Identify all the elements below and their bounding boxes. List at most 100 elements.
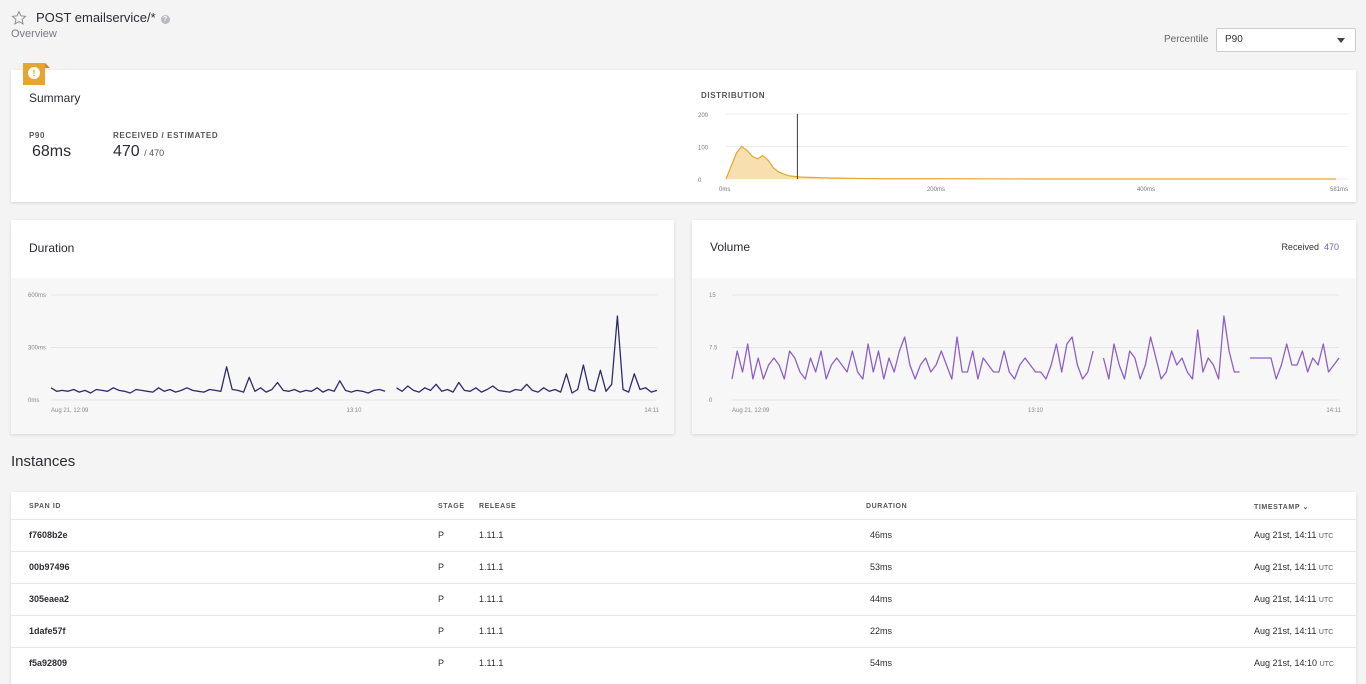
column-header-stage[interactable]: Stage (438, 503, 465, 510)
timestamp-cell: Aug 21st, 14:11 UTC (1254, 594, 1333, 604)
volume-title: Volume (710, 240, 751, 254)
table-row[interactable]: 00b97496 P 1.11.1 53ms Aug 21st, 14:11 U… (11, 551, 1356, 583)
y-tick-label: 100 (698, 146, 709, 152)
timestamp-cell: Aug 21st, 14:11 UTC (1254, 626, 1333, 636)
timestamp-value: Aug 21st, 14:10 (1254, 658, 1318, 668)
stage-cell: P (438, 594, 445, 604)
span-id-cell[interactable]: f7608b2e (29, 530, 68, 540)
percentile-value: P90 (1225, 34, 1243, 45)
table-row[interactable]: f7608b2e P 1.11.1 46ms Aug 21st, 14:11 U… (11, 519, 1356, 551)
column-header-duration[interactable]: Duration (866, 503, 908, 510)
page-title: POST emailservice/*? (36, 10, 170, 25)
volume-card: Volume Received 470 0 7.5 15 Aug 21, 12:09 13… (692, 220, 1356, 434)
x-tick-label: 13:10 (1028, 408, 1044, 414)
stage-cell: P (438, 562, 445, 572)
timezone-label: UTC (1318, 533, 1334, 540)
page-subtitle: Overview (11, 28, 57, 40)
table-row[interactable]: f5a92809 P 1.11.1 54ms Aug 21st, 14:10 U… (11, 647, 1356, 679)
x-tick-label: 200ms (927, 187, 945, 193)
y-tick-label: 600ms (28, 293, 46, 299)
column-header-release[interactable]: Release (479, 503, 517, 510)
y-tick-label: 0 (709, 398, 713, 404)
volume-received-label: Received (1281, 242, 1319, 252)
duration-cell: 54ms (870, 658, 893, 668)
volume-series-line (731, 315, 1340, 380)
span-id-cell[interactable]: 305eaea2 (29, 594, 70, 604)
instances-heading: Instances (11, 453, 76, 470)
timezone-label: UTC (1318, 629, 1334, 636)
duration-cell: 53ms (870, 562, 893, 572)
x-tick-label: Aug 21, 12:09 (51, 408, 89, 414)
y-tick-label: 300ms (28, 346, 46, 352)
duration-chart[interactable]: 0ms 300ms 600ms Aug 21, 12:09 13:10 14:11 (11, 278, 674, 434)
stage-cell: P (438, 658, 445, 668)
timestamp-value: Aug 21st, 14:11 (1254, 594, 1317, 604)
sort-desc-icon: ⌄ (1302, 504, 1309, 511)
warning-icon: ! (28, 67, 40, 79)
help-icon[interactable]: ? (160, 15, 170, 24)
span-id-cell[interactable]: 00b97496 (29, 562, 70, 572)
span-id-cell[interactable]: f5a92809 (29, 658, 68, 668)
release-cell: 1.11.1 (479, 562, 504, 572)
stage-cell: P (438, 626, 445, 636)
y-tick-label: 200 (698, 113, 709, 119)
timestamp-value: Aug 21st, 14:11 (1254, 626, 1317, 636)
distribution-area (726, 146, 1336, 179)
chevron-down-icon (1337, 38, 1345, 43)
duration-cell: 22ms (870, 626, 893, 636)
y-tick-label: 0ms (28, 398, 39, 404)
distribution-line (725, 145, 1336, 180)
received-count: 470 (113, 143, 140, 160)
column-header-span-id[interactable]: Span ID (29, 503, 62, 510)
x-tick-label: Aug 21, 12:09 (732, 408, 770, 414)
timezone-label: UTC (1318, 597, 1334, 604)
star-icon[interactable] (11, 10, 27, 26)
page-title-text: POST emailservice/* (36, 10, 156, 25)
duration-cell: 44ms (870, 594, 893, 604)
x-tick-label: 0ms (719, 187, 730, 193)
summary-title: Summary (29, 91, 81, 105)
duration-cell: 46ms (870, 530, 893, 540)
x-tick-label: 13:10 (346, 408, 362, 414)
volume-received: Received 470 (1281, 242, 1339, 252)
timestamp-cell: Aug 21st, 14:11 UTC (1254, 562, 1333, 572)
duration-title: Duration (29, 241, 75, 255)
timezone-label: UTC (1318, 565, 1334, 572)
table-row[interactable]: 305eaea2 P 1.11.1 44ms Aug 21st, 14:11 U… (11, 583, 1356, 615)
timestamp-value: Aug 21st, 14:11 (1254, 562, 1317, 572)
distribution-chart: 0 100 200 0ms 200ms 400ms 581ms (698, 113, 1348, 193)
percentile-metric-value: 68ms (32, 143, 72, 160)
column-header-timestamp-label: Timestamp (1254, 504, 1300, 511)
timestamp-cell: Aug 21st, 14:10 UTC (1254, 658, 1334, 668)
y-tick-label: 0 (698, 178, 702, 184)
x-tick-label: 400ms (1137, 187, 1155, 193)
release-cell: 1.11.1 (479, 658, 504, 668)
warning-badge: ! (23, 63, 50, 85)
volume-chart[interactable]: 0 7.5 15 Aug 21, 12:09 13:10 14:11 (692, 278, 1356, 434)
y-tick-label: 15 (709, 293, 716, 299)
volume-received-value: 470 (1323, 242, 1339, 252)
duration-card: Duration 0ms 300ms 600ms Aug 21, 12:09 13:10… (11, 220, 674, 434)
distribution-label: Distribution (701, 91, 766, 100)
stage-cell: P (438, 530, 445, 540)
percentile-select[interactable]: P90 (1216, 28, 1356, 52)
x-tick-label: 581ms (1330, 187, 1348, 193)
x-tick-label: 14:11 (644, 408, 659, 414)
table-row[interactable]: 1dafe57f P 1.11.1 22ms Aug 21st, 14:11 U… (11, 615, 1356, 647)
release-cell: 1.11.1 (479, 626, 504, 636)
duration-series-line (50, 315, 658, 394)
column-header-timestamp[interactable]: Timestamp ⌄ (1254, 503, 1309, 511)
y-tick-label: 7.5 (709, 346, 718, 352)
summary-card: ! Summary P90 68ms Received / Estimated … (11, 63, 1356, 202)
release-cell: 1.11.1 (479, 594, 504, 604)
span-id-cell[interactable]: 1dafe57f (29, 626, 66, 636)
received-estimated-label: Received / Estimated (113, 131, 219, 140)
x-tick-label: 14:11 (1326, 408, 1341, 414)
volume-chart-area (692, 278, 1356, 434)
percentile-metric-label: P90 (29, 131, 46, 140)
percentile-label: Percentile (1164, 34, 1209, 45)
release-cell: 1.11.1 (479, 530, 504, 540)
timestamp-value: Aug 21st, 14:11 (1254, 530, 1317, 540)
instances-table: Span ID Stage Release Duration Timestamp… (11, 492, 1356, 684)
estimated-count: / 470 (144, 148, 165, 158)
